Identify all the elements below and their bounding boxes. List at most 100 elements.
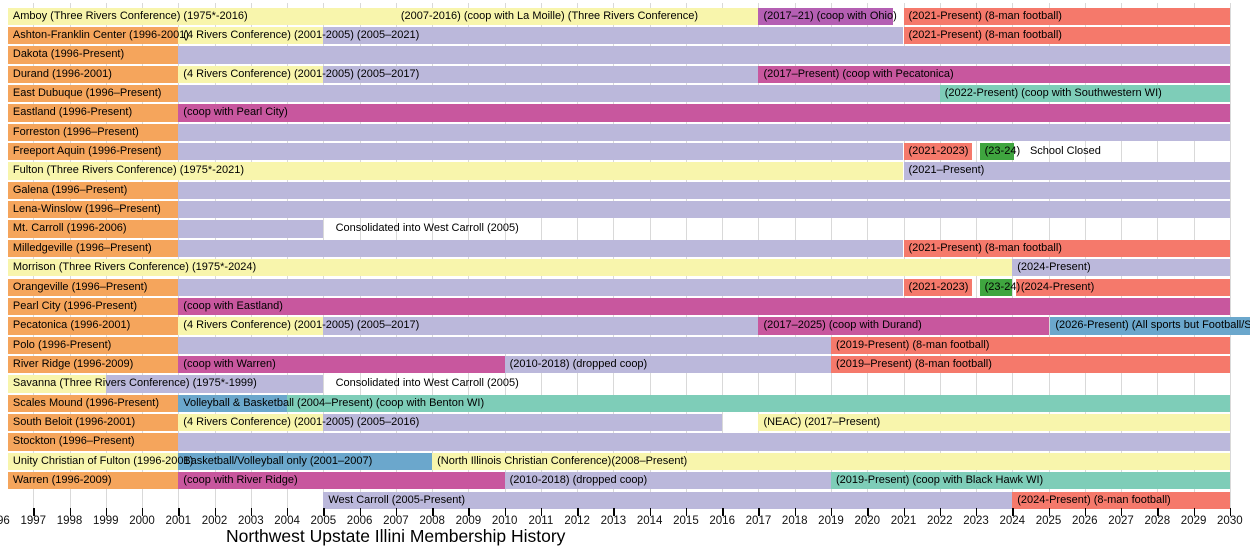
axis-tick	[250, 508, 253, 516]
axis-tick	[287, 508, 289, 516]
timeline-bar-segment	[830, 355, 1230, 374]
bar-label: (coop with Pearl City)	[183, 106, 288, 119]
timeline-bar-segment	[1050, 317, 1250, 335]
chart-title: Northwest Upstate Illini Membership Hist…	[226, 526, 566, 546]
timeline-bar-segment	[178, 143, 904, 161]
axis-tick	[1084, 508, 1087, 516]
bar-label: (2019-Present) (coop with Black Hawk WI)	[835, 474, 1044, 487]
timeline-bar-segment	[903, 7, 1230, 25]
timeline-bar-segment	[432, 452, 1230, 471]
timeline-bar-segment	[178, 355, 505, 374]
timeline-bar-segment	[178, 472, 505, 490]
bar-label: (2019-Present) (8-man football)	[835, 338, 990, 351]
axis-tick	[722, 508, 724, 516]
timeline-bar-segment	[939, 84, 1230, 103]
bar-label: River Ridge (1996-2009)	[12, 357, 134, 370]
axis-year-label: 2006	[346, 515, 373, 527]
timeline-bar-segment	[979, 143, 1015, 161]
axis-tick	[794, 508, 797, 516]
axis-year-label: 2028	[1144, 515, 1171, 527]
axis-year-label: 2025	[1035, 515, 1062, 527]
axis-year-label: 2005	[310, 515, 337, 527]
axis-tick	[1229, 508, 1232, 516]
axis-year-label: 2016	[709, 515, 735, 527]
bar-label: Freeport Aquin (1996-Present)	[12, 145, 162, 158]
bar-label: Morrison (Three Rivers Conference) (1975…	[12, 261, 257, 274]
timeline-bar-segment	[7, 181, 179, 200]
timeline-bar-segment	[178, 414, 324, 432]
timeline-bar-segment	[395, 7, 759, 25]
axis-year-label: 2001	[165, 515, 192, 527]
timeline-bar-segment	[178, 46, 1230, 64]
bar-label: School Closed	[1029, 145, 1101, 158]
timeline-bar-segment	[7, 220, 179, 238]
axis-tick	[1048, 508, 1050, 516]
timeline-bar-segment	[7, 84, 179, 103]
timeline-bar-segment	[7, 394, 179, 412]
timeline-bar-segment	[178, 239, 904, 258]
bar-label: (23-24)	[984, 280, 1021, 293]
bar-label: (2021–Present)	[908, 164, 985, 177]
bar-label: (2021-Present) (8-man football)	[908, 28, 1062, 41]
bar-label: Pecatonica (1996-2001)	[12, 319, 131, 332]
axis-year-label: 1999	[92, 515, 119, 527]
timeline-bar-segment	[178, 65, 324, 83]
timeline-bar-segment	[504, 355, 831, 374]
bar-label: (2021-2023)	[908, 280, 969, 293]
axis-tick	[830, 508, 833, 516]
timeline-bar-segment	[504, 472, 831, 490]
bar-label: Lena-Winslow (1996–Present)	[12, 203, 161, 216]
bar-label: Fulton (Three Rivers Conference) (1975*-…	[12, 164, 244, 177]
axis-tick	[468, 508, 470, 516]
axis-year-label: 1997	[20, 515, 47, 527]
axis-tick	[1193, 508, 1195, 516]
axis-tick	[1012, 508, 1014, 516]
timeline-bar-segment	[178, 26, 324, 45]
bar-label: Warren (1996-2009)	[12, 474, 112, 487]
axis-tick	[214, 508, 216, 516]
axis-year-label: 2019	[818, 515, 844, 527]
bar-label: (coop with Warren)	[183, 357, 276, 370]
timeline-bar-segment	[7, 239, 179, 258]
timeline-bar-segment	[178, 278, 904, 296]
axis-tick	[685, 508, 688, 516]
bar-label: Dakota (1996-Present)	[12, 48, 125, 61]
axis-year-label: 2009	[455, 515, 482, 527]
bar-label: Durand (1996-2001)	[12, 67, 112, 80]
axis-tick	[540, 508, 543, 516]
bar-label: (2017–2025) (coop with Durand)	[763, 319, 922, 332]
timeline-bar-segment	[7, 452, 179, 471]
bar-label: Galena (1996–Present)	[12, 183, 128, 196]
timeline-bar-segment	[758, 7, 893, 25]
axis-year-label: 2023	[963, 515, 989, 527]
axis-year-label: 2027	[1108, 515, 1134, 527]
axis-tick	[323, 508, 325, 516]
bar-label: (2019–Present) (8-man football)	[835, 357, 992, 370]
bar-label: (2021-Present) (8-man football)	[908, 241, 1062, 254]
bar-label: (2007-2016) (coop with La Moille) (Three…	[400, 9, 698, 22]
timeline-bar-segment	[7, 46, 179, 64]
bar-label: East Dubuque (1996–Present)	[12, 86, 162, 99]
bar-label: (coop with Eastland)	[183, 299, 283, 312]
axis-year-label: 2002	[201, 515, 228, 527]
axis-year-label: 2015	[673, 515, 699, 527]
bar-label: (2024-Present) (8-man football)	[1017, 493, 1171, 506]
axis-year-label: 2008	[419, 515, 445, 527]
axis-year-label: 2026	[1072, 515, 1098, 527]
timeline-bar-segment	[178, 181, 1230, 200]
axis-year-label: 2012	[564, 515, 590, 527]
timeline-bar-segment	[178, 84, 940, 103]
axis-tick	[903, 508, 905, 516]
bar-label: Polo (1996-Present)	[12, 338, 112, 351]
axis-year-label: 2020	[854, 515, 881, 527]
timeline-bar-segment	[178, 394, 288, 412]
bar-label: South Beloit (1996-2001)	[12, 416, 136, 429]
axis-tick	[939, 508, 942, 516]
timeline-bar-segment	[7, 414, 179, 432]
timeline-bar-segment	[903, 239, 1230, 258]
axis-tick	[33, 508, 35, 516]
axis-tick	[577, 508, 579, 516]
axis-year-label: 2003	[238, 515, 264, 527]
timeline-bar-segment	[7, 375, 106, 393]
